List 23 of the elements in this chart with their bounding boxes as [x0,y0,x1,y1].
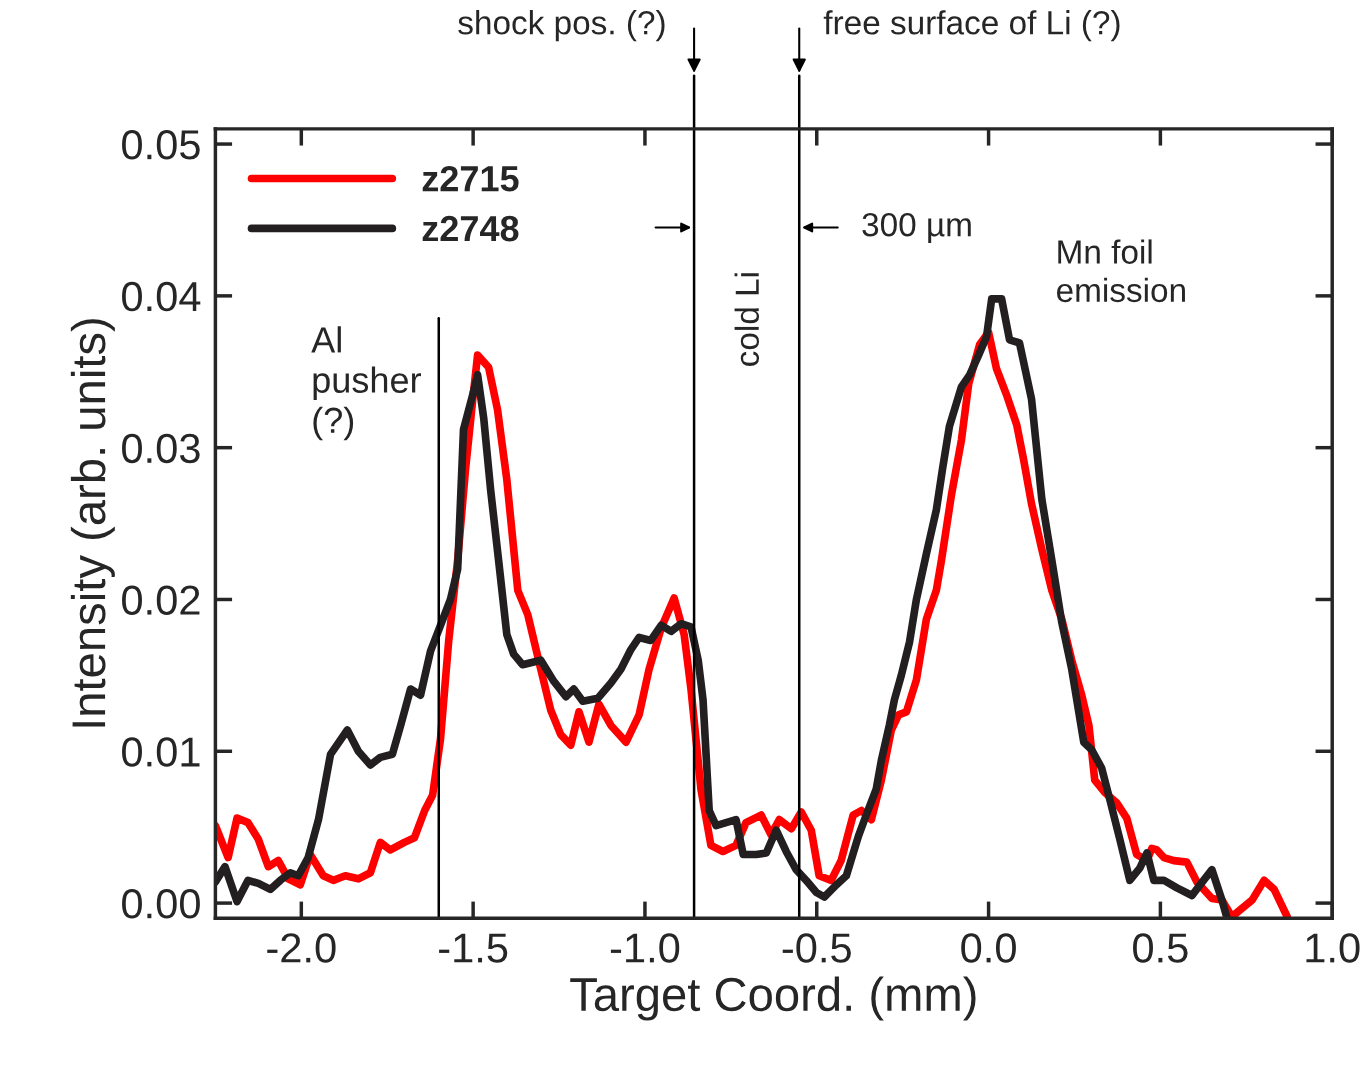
ref-line-label: shock pos. (?) [458,10,665,42]
y-tick-label: 0.05 [122,130,200,160]
y-tick-label: 0.02 [122,585,200,615]
annotation: Mn foil emission [1057,239,1185,303]
annotation: 300 µm [862,212,971,244]
y-axis-title: Intensity (arb. units) [70,319,115,727]
y-tick-label: 0.01 [122,737,200,767]
ref-line-label: free surface of Li (?) [823,10,1120,42]
legend-label: z2748 [422,215,519,242]
y-tick-label: 0.03 [122,433,200,464]
x-tick-label: -1.5 [439,933,508,963]
x-axis-title: Target Coord. (mm) [570,976,976,1021]
x-tick-label: -2.0 [267,933,336,963]
x-tick-label: -0.5 [782,933,851,963]
ref-line-label: Al pusher (?) [311,326,421,441]
x-tick-label: 0.0 [961,933,1016,963]
x-tick-label: 0.5 [1133,933,1188,963]
annotation: cold Li [734,273,760,366]
legend-label: z2715 [422,165,519,192]
y-tick-label: 0.00 [122,889,200,919]
y-tick-label: 0.04 [122,281,201,312]
x-tick-label: -1.0 [610,933,680,963]
x-tick-label: 1.0 [1306,933,1360,963]
